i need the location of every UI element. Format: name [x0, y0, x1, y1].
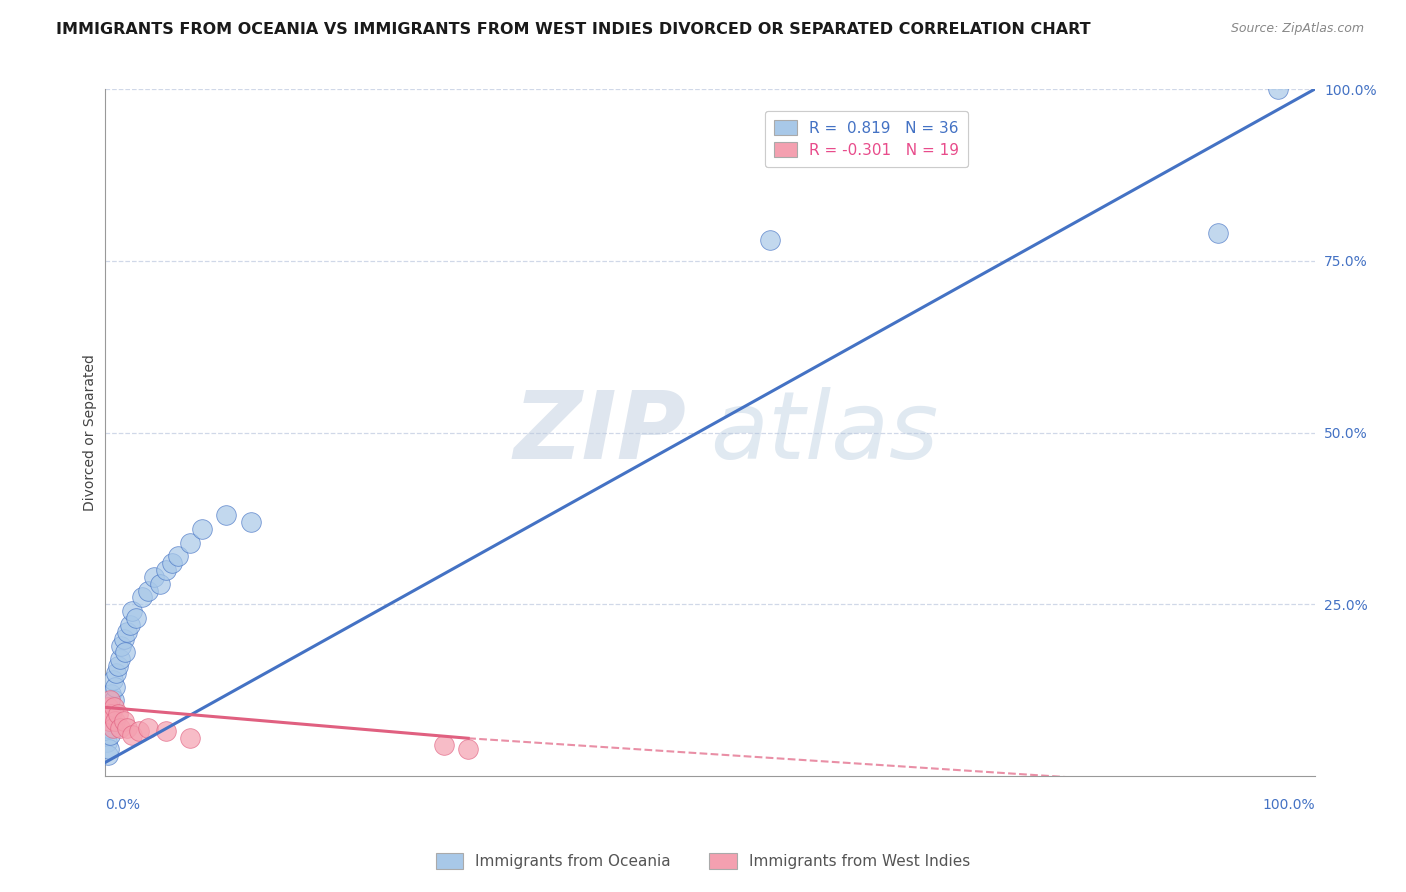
Point [759, 233, 782, 247]
Point [101, 721, 124, 735]
Point [160, 556, 183, 570]
Point [131, 591, 153, 605]
Point [191, 522, 214, 536]
Point [96, 735, 118, 749]
Point [1206, 227, 1229, 241]
Point [98, 693, 121, 707]
Point [97, 700, 120, 714]
Point [142, 570, 165, 584]
Point [100, 687, 122, 701]
Point [98, 714, 121, 728]
Point [155, 563, 177, 577]
Point [98, 714, 121, 728]
Point [179, 535, 201, 549]
Point [104, 680, 127, 694]
Point [457, 741, 479, 756]
Point [107, 659, 129, 673]
Point [115, 624, 138, 639]
Point [108, 721, 131, 735]
Point [97, 721, 120, 735]
Point [107, 707, 129, 722]
Point [112, 714, 135, 728]
Point [167, 549, 190, 564]
Point [98, 741, 121, 756]
Point [179, 731, 201, 746]
Point [108, 652, 131, 666]
Point [136, 583, 159, 598]
Point [100, 707, 122, 722]
Point [103, 700, 125, 714]
Text: IMMIGRANTS FROM OCEANIA VS IMMIGRANTS FROM WEST INDIES DIVORCED OR SEPARATED COR: IMMIGRANTS FROM OCEANIA VS IMMIGRANTS FR… [56, 22, 1091, 37]
Point [433, 738, 456, 752]
Point [118, 618, 141, 632]
Point [98, 700, 121, 714]
Point [115, 721, 138, 735]
Point [100, 707, 122, 722]
Point [136, 721, 159, 735]
Text: 0.0%: 0.0% [105, 798, 141, 813]
Point [114, 645, 136, 659]
Point [97, 748, 120, 763]
Legend: Immigrants from Oceania, Immigrants from West Indies: Immigrants from Oceania, Immigrants from… [430, 847, 976, 875]
Point [215, 508, 238, 522]
Text: Source: ZipAtlas.com: Source: ZipAtlas.com [1230, 22, 1364, 36]
Point [239, 515, 262, 529]
Text: 100.0%: 100.0% [1263, 798, 1315, 813]
Point [125, 611, 148, 625]
Text: ZIP: ZIP [513, 386, 686, 479]
Text: atlas: atlas [710, 387, 938, 478]
Point [121, 604, 143, 618]
Point [149, 576, 172, 591]
Point [103, 693, 125, 707]
Point [104, 714, 127, 728]
Y-axis label: Divorced or Separated: Divorced or Separated [83, 354, 97, 511]
Point [128, 724, 150, 739]
Point [155, 724, 177, 739]
Point [105, 665, 128, 680]
Point [110, 639, 132, 653]
Point [112, 632, 135, 646]
Point [121, 728, 143, 742]
Point [96, 707, 118, 722]
Point [98, 728, 121, 742]
Legend: R =  0.819   N = 36, R = -0.301   N = 19: R = 0.819 N = 36, R = -0.301 N = 19 [765, 111, 969, 167]
Point [1267, 82, 1289, 96]
Point [101, 673, 124, 687]
